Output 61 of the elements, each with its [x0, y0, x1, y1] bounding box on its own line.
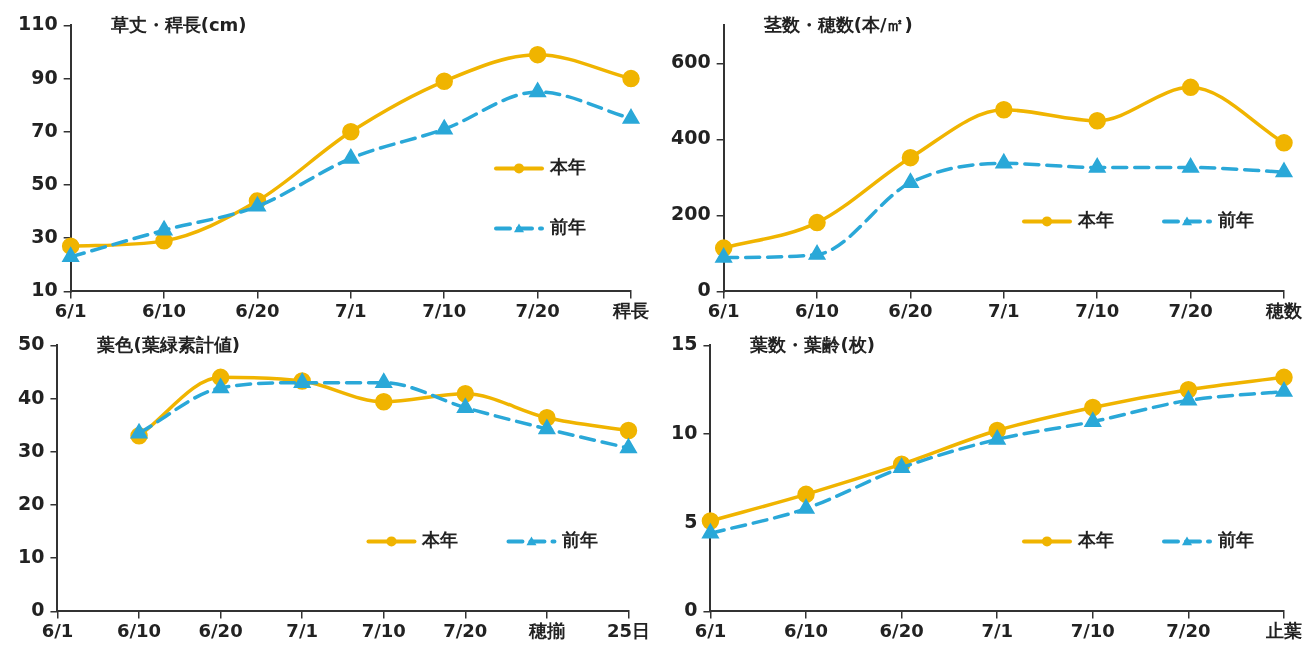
- y-tick-label: 110: [17, 12, 58, 35]
- y-tick-label: 10: [31, 278, 58, 301]
- legend-label: 本年: [1077, 529, 1114, 551]
- x-tick-label: 止葉: [1265, 619, 1302, 641]
- y-tick-label: 600: [670, 50, 711, 73]
- x-tick-label: 7/20: [515, 299, 560, 321]
- x-tick-label: 6/20: [198, 619, 243, 641]
- x-tick-label: 穂数: [1265, 299, 1303, 321]
- y-tick-label: 30: [31, 225, 58, 248]
- y-tick-label: 400: [670, 126, 711, 149]
- x-tick-label: 6/10: [116, 619, 162, 641]
- legend-label: 本年: [1077, 209, 1114, 231]
- legend-label: 前年: [1217, 209, 1254, 231]
- y-tick-label: 90: [31, 65, 58, 88]
- x-tick-label: 6/1: [694, 619, 727, 641]
- y-tick-label: 40: [17, 385, 45, 408]
- chart-title: 葉数・葉齢(枚): [749, 334, 875, 356]
- chart-title: 葉色(葉緑素計値): [96, 334, 240, 356]
- x-tick-label: 7/1: [981, 619, 1014, 641]
- x-tick-label: 6/10: [794, 299, 840, 321]
- y-tick-label: 50: [31, 171, 58, 194]
- x-tick-label: 7/10: [422, 299, 467, 321]
- x-tick-label: 25日: [606, 619, 651, 641]
- x-tick-label: 7/20: [443, 619, 488, 641]
- legend-label: 前年: [561, 529, 599, 551]
- y-tick-label: 15: [670, 332, 698, 355]
- y-tick-label: 5: [684, 509, 698, 532]
- x-tick-label: 7/10: [361, 619, 406, 641]
- y-tick-label: 10: [17, 545, 45, 568]
- legend-label: 前年: [549, 216, 586, 238]
- y-tick-label: 10: [670, 421, 698, 443]
- y-tick-label: 200: [670, 202, 711, 225]
- x-tick-label: 6/10: [141, 299, 187, 321]
- x-tick-label: 6/20: [888, 299, 933, 321]
- x-tick-label: 7/20: [1166, 619, 1211, 641]
- x-tick-label: 7/10: [1070, 619, 1115, 641]
- x-tick-label: 7/1: [286, 619, 318, 641]
- x-tick-label: 7/20: [1168, 299, 1213, 321]
- x-tick-label: 6/1: [707, 299, 740, 321]
- x-tick-label: 6/1: [41, 619, 74, 641]
- x-tick-label: 穂揃: [527, 619, 565, 641]
- x-tick-label: 7/10: [1075, 299, 1120, 321]
- legend-label: 前年: [1217, 529, 1254, 551]
- x-tick-label: 6/20: [235, 299, 280, 321]
- legend-label: 本年: [549, 156, 586, 178]
- x-tick-label: 6/20: [879, 619, 924, 641]
- chart-title: 草丈・稈長(cm): [109, 14, 247, 36]
- y-tick-label: 0: [697, 278, 711, 301]
- x-tick-label: 稈長: [612, 299, 649, 321]
- chart-title: 茎数・穂数(本/㎡): [762, 14, 913, 36]
- legend-label: 本年: [421, 529, 459, 551]
- y-tick-label: 0: [31, 598, 45, 621]
- x-tick-label: 6/10: [783, 619, 829, 641]
- x-tick-label: 6/1: [54, 299, 87, 321]
- y-tick-label: 20: [17, 491, 45, 514]
- y-tick-label: 0: [684, 598, 698, 621]
- y-tick-label: 70: [31, 118, 58, 141]
- x-tick-label: 7/1: [335, 299, 367, 321]
- y-tick-label: 50: [17, 332, 45, 355]
- y-tick-label: 30: [17, 438, 45, 461]
- x-tick-label: 7/1: [988, 299, 1020, 321]
